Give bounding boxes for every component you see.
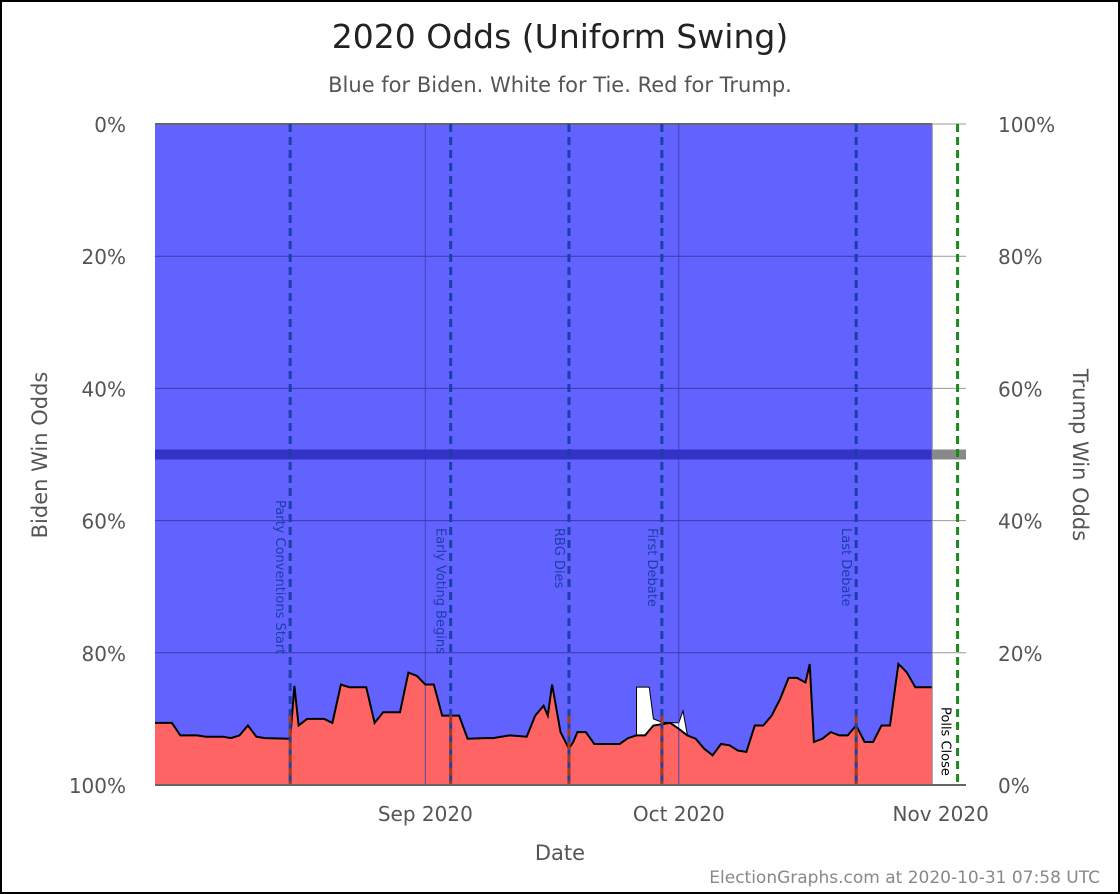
event-label: Last Debate bbox=[838, 528, 853, 607]
left-tick-label: 20% bbox=[82, 245, 126, 269]
chart-title: 2020 Odds (Uniform Swing) bbox=[332, 17, 788, 56]
left-tick-label: 0% bbox=[94, 113, 126, 137]
event-marker-3: First Debate bbox=[644, 124, 664, 785]
event-marker-2: RBG Dies bbox=[551, 124, 571, 785]
chart-subtitle: Blue for Biden. White for Tie. Red for T… bbox=[328, 73, 792, 97]
trump-area bbox=[155, 664, 933, 785]
event-label: Polls Close bbox=[938, 707, 953, 776]
left-tick-label: 60% bbox=[82, 510, 126, 534]
right-tick-label: 80% bbox=[998, 245, 1042, 269]
event-label: First Debate bbox=[644, 528, 659, 607]
left-tick-label: 40% bbox=[82, 377, 126, 401]
midline-50 bbox=[155, 449, 933, 460]
right-tick-label: 100% bbox=[998, 113, 1055, 137]
event-marker-5: Polls Close bbox=[938, 124, 960, 785]
credit-text: ElectionGraphs.com at 2020-10-31 07:58 U… bbox=[709, 868, 1100, 888]
right-tick-label: 20% bbox=[998, 642, 1042, 666]
right-tick-label: 0% bbox=[998, 774, 1030, 798]
event-label: RBG Dies bbox=[551, 528, 566, 589]
x-axis-label: Date bbox=[535, 841, 585, 865]
left-tick-label: 80% bbox=[82, 642, 126, 666]
event-marker-1: Early Voting Begins bbox=[433, 124, 453, 785]
event-marker-0: Party Conventions Start bbox=[272, 124, 292, 785]
plot-area: Party Conventions Start Early Voting Begi… bbox=[69, 113, 1055, 826]
x-tick-label: Nov 2020 bbox=[893, 802, 989, 826]
left-tick-label: 100% bbox=[69, 774, 126, 798]
right-axis-label: Trump Win Odds bbox=[1068, 368, 1092, 541]
left-axis-label: Biden Win Odds bbox=[28, 372, 52, 539]
event-label: Party Conventions Start bbox=[272, 500, 287, 654]
x-tick-label: Sep 2020 bbox=[378, 802, 473, 826]
right-tick-label: 60% bbox=[998, 377, 1042, 401]
x-tick-label: Oct 2020 bbox=[633, 802, 725, 826]
event-label: Early Voting Begins bbox=[433, 528, 448, 654]
midline-50-future bbox=[932, 449, 966, 460]
biden-boundary-line bbox=[155, 661, 933, 757]
right-tick-label: 40% bbox=[998, 510, 1042, 534]
event-marker-4: Last Debate bbox=[838, 124, 858, 785]
